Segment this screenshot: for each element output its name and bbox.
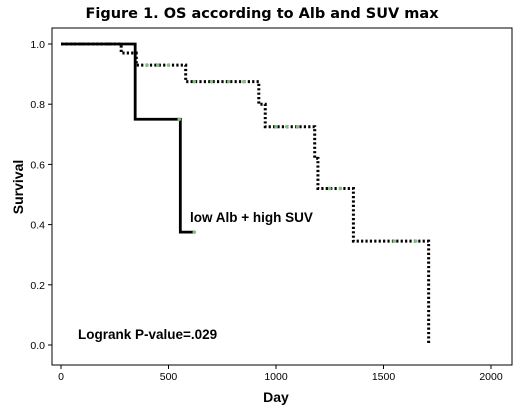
censor-marker — [274, 124, 278, 129]
censor-marker — [295, 124, 300, 129]
censor-marker — [177, 117, 182, 122]
y-axis: 0.0 0.2 0.4 0.6 0.8 1.0 — [30, 39, 52, 352]
y-axis-title: Survival — [10, 160, 26, 214]
survival-curve-solid — [61, 42, 195, 234]
y-tick-label: 0.8 — [30, 99, 45, 111]
x-tick-label: 1000 — [264, 371, 288, 383]
logrank-p-value-annotation: Logrank P-value=.029 — [78, 327, 217, 342]
survival-curves — [61, 42, 431, 345]
censor-marker — [392, 239, 397, 243]
censor-marker — [155, 63, 160, 67]
y-tick-label: 1.0 — [30, 39, 45, 51]
censor-marker — [241, 79, 246, 84]
censor-marker — [192, 230, 197, 234]
x-tick-label: 0 — [58, 371, 64, 383]
y-tick-label: 0.0 — [30, 340, 45, 352]
censor-marker — [338, 186, 343, 191]
series-label-low-alb-high-suv: low Alb + high SUV — [190, 210, 313, 225]
y-tick-label: 0.4 — [30, 220, 45, 232]
x-tick-label: 500 — [160, 371, 178, 383]
censor-marker — [284, 124, 289, 129]
y-tick-label: 0.6 — [30, 159, 45, 171]
censor-marker — [192, 79, 197, 84]
chart-title: Figure 1. OS according to Alb and SUV ma… — [85, 6, 439, 22]
censor-marker — [413, 239, 418, 243]
censor-marker — [166, 63, 171, 67]
censor-marker — [327, 186, 332, 191]
censor-marker — [145, 63, 149, 67]
x-tick-label: 1500 — [372, 371, 396, 383]
plot-area — [51, 27, 513, 366]
censor-marker — [209, 79, 214, 84]
y-tick-label: 0.2 — [30, 280, 45, 292]
x-axis-title: Day — [263, 389, 289, 405]
x-tick-label: 2000 — [479, 371, 503, 383]
censor-marker — [226, 79, 231, 84]
x-axis: 0 500 1000 1500 2000 — [58, 365, 503, 383]
